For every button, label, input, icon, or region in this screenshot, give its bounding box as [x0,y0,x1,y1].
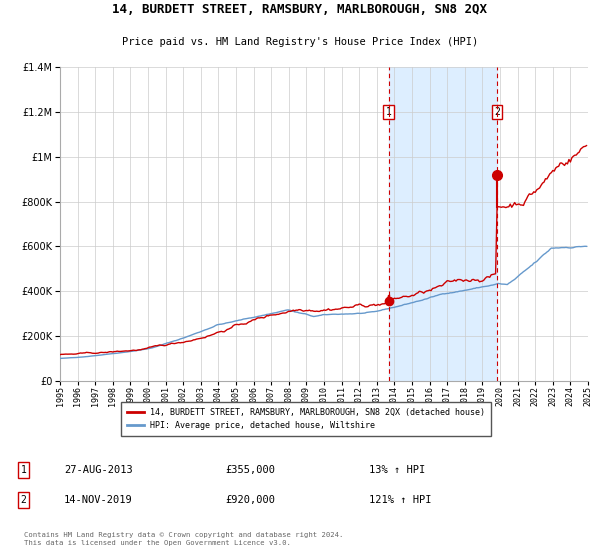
Text: 14, BURDETT STREET, RAMSBURY, MARLBOROUGH, SN8 2QX: 14, BURDETT STREET, RAMSBURY, MARLBOROUG… [113,3,487,16]
Text: Price paid vs. HM Land Registry's House Price Index (HPI): Price paid vs. HM Land Registry's House … [122,37,478,47]
Text: 14-NOV-2019: 14-NOV-2019 [64,495,133,505]
Bar [389,67,497,381]
Text: 2: 2 [20,495,26,505]
Text: 13% ↑ HPI: 13% ↑ HPI [369,465,425,475]
Text: 121% ↑ HPI: 121% ↑ HPI [369,495,431,505]
Text: 2: 2 [494,107,500,117]
Text: 1: 1 [20,465,26,475]
Text: £920,000: £920,000 [225,495,275,505]
Legend: 14, BURDETT STREET, RAMSBURY, MARLBOROUGH, SN8 2QX (detached house), HPI: Averag: 14, BURDETT STREET, RAMSBURY, MARLBOROUG… [121,402,491,436]
Text: Contains HM Land Registry data © Crown copyright and database right 2024.
This d: Contains HM Land Registry data © Crown c… [23,533,343,545]
Text: £355,000: £355,000 [225,465,275,475]
Text: 27-AUG-2013: 27-AUG-2013 [64,465,133,475]
Text: 1: 1 [386,107,391,117]
